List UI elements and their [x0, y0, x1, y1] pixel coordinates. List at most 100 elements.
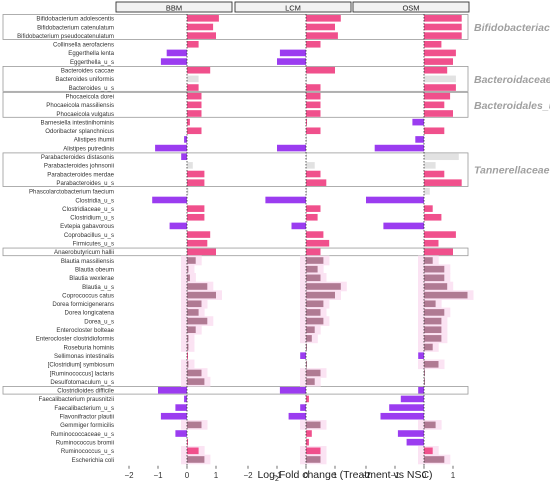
bar-lcm — [306, 343, 307, 351]
family-label: Bifidobacteriaceae — [474, 22, 550, 34]
bar-osm — [424, 378, 425, 385]
bar-bbm — [187, 309, 199, 316]
bar-bbm — [187, 283, 208, 290]
taxon-label: Desulfotomaculum_u_s — [50, 379, 114, 386]
family-box-0 — [2, 14, 469, 40]
bar-osm — [424, 153, 459, 161]
bar-bbm — [187, 213, 205, 221]
taxon-label: Blautia wexlerae — [69, 275, 114, 282]
bar-lcm — [306, 136, 307, 143]
bar-lcm — [306, 283, 341, 290]
taxon-label: Phocaeicola dorei — [66, 93, 114, 100]
bar-osm — [424, 40, 442, 48]
bar-lcm — [279, 386, 306, 394]
bar-lcm — [306, 231, 324, 238]
family-box-1 — [2, 66, 469, 92]
bar-bbm — [187, 265, 189, 273]
bar-bbm — [181, 153, 187, 161]
panel-title: BBM — [166, 3, 182, 12]
bar-osm — [424, 58, 453, 65]
bar-osm — [424, 188, 430, 195]
taxon-label: Phascolarctobacterium faecium — [29, 189, 114, 196]
bar-lcm — [306, 274, 321, 282]
taxon-label: Coprococcus catus — [62, 292, 114, 299]
bar-osm — [424, 317, 442, 325]
taxon-label: Bacteroides_u_s — [69, 85, 114, 92]
taxon-label: Gemmiger formicilis — [60, 422, 114, 429]
x-tick-label: −1 — [272, 471, 282, 480]
bar-lcm — [306, 170, 321, 178]
bar-osm — [424, 369, 425, 377]
panels: BBM LCM OSM — [115, 1, 474, 466]
bar-bbm — [187, 300, 202, 308]
bar-lcm — [306, 361, 307, 368]
bar-osm — [424, 75, 456, 83]
bar-lcm — [306, 75, 307, 83]
taxon-label: Ruminococcus bromii — [56, 439, 114, 446]
bar-osm — [383, 222, 424, 230]
bar-bbm — [187, 274, 190, 282]
bar-bbm — [152, 196, 187, 204]
taxon-label: Phocaeicola vulgatus — [56, 111, 114, 118]
bar-bbm — [187, 170, 205, 178]
bar-bbm — [187, 239, 208, 247]
taxon-label: Coprobacillus_u_s — [64, 232, 114, 239]
bar-osm — [406, 438, 424, 446]
taxon-label: Alistipes putredinis — [63, 145, 114, 152]
bar-bbm — [187, 188, 189, 195]
taxon-label: Ruminococcaceae_u_s — [51, 431, 114, 438]
bar-osm — [424, 257, 433, 264]
bar-lcm — [306, 213, 318, 221]
bar-osm — [374, 144, 424, 152]
bar-osm — [424, 110, 453, 117]
bar-osm — [424, 421, 436, 429]
bar-lcm — [306, 257, 324, 264]
bar-lcm — [306, 179, 327, 186]
bar-osm — [424, 361, 439, 368]
bar-lcm — [288, 412, 306, 420]
bar-osm — [389, 404, 424, 411]
bar-lcm — [306, 101, 321, 109]
taxon-label: [Ruminococcus] lactaris — [50, 370, 114, 377]
x-tick-label: −2 — [361, 471, 371, 480]
bar-osm — [418, 352, 424, 359]
bar-bbm — [187, 421, 202, 429]
bar-osm — [424, 456, 445, 463]
bar-lcm — [306, 291, 335, 299]
bar-bbm — [187, 361, 189, 368]
taxon-label: Sellimonas intestinalis — [54, 353, 114, 360]
bar-osm — [424, 162, 436, 169]
taxon-label: Faecalibacterium prausnitzii — [38, 396, 114, 403]
taxon-label: Anaerobutyricum hallii — [54, 249, 114, 256]
taxon-label: Clostridioides difficile — [57, 388, 114, 395]
bar-lcm — [306, 32, 338, 39]
taxon-label: Blautia_u_s — [82, 284, 114, 291]
taxon-label: Firmicutes_u_s — [73, 241, 114, 248]
x-tick-label: −2 — [243, 471, 253, 480]
bar-osm — [418, 386, 424, 394]
bar-lcm — [306, 369, 321, 377]
taxon-label: Collinsella aerofaciens — [53, 42, 114, 49]
bar-bbm — [155, 144, 187, 152]
bar-lcm — [306, 205, 321, 212]
x-tick-label: 1 — [333, 471, 338, 480]
bar-lcm — [306, 84, 321, 91]
bar-osm — [424, 179, 462, 186]
bar-bbm — [187, 66, 211, 74]
taxon-label: Roseburia hominis — [64, 344, 114, 351]
bar-bbm — [187, 257, 196, 264]
taxon-label: Clostridiaceae_u_s — [62, 206, 114, 213]
bar-bbm — [187, 127, 202, 135]
bar-bbm — [187, 369, 202, 377]
bar-bbm — [187, 205, 205, 212]
taxon-label: Blautia obeum — [75, 266, 114, 273]
bar-lcm — [306, 248, 321, 256]
panel-osm: OSM — [352, 1, 474, 466]
family-box-4 — [2, 247, 469, 257]
taxon-label: Alistipes ihumii — [74, 137, 114, 144]
bar-lcm — [306, 265, 318, 273]
taxon-label: Dorea longicatena — [65, 310, 115, 317]
bar-lcm — [277, 144, 306, 152]
taxon-label: Enterocloster bolteae — [56, 327, 114, 334]
